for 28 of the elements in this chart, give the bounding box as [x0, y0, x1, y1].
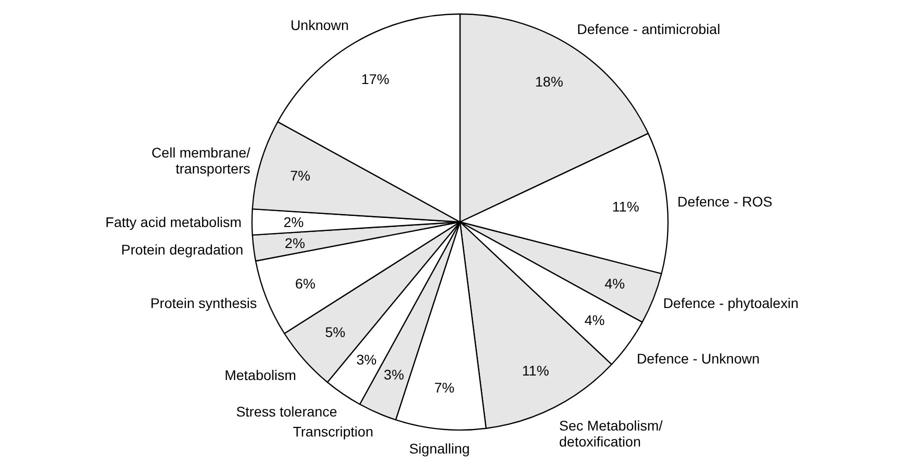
slice-label: Transcription [292, 423, 374, 440]
slice-label: Protein degradation [121, 242, 244, 258]
data-label: 4% [604, 275, 625, 292]
data-label: 5% [325, 324, 346, 340]
slice-label: Defence - phytoalexin [663, 295, 798, 312]
data-label: 17% [361, 70, 390, 87]
slice-label: Metabolism [224, 366, 296, 383]
slice-label: Defence - antimicrobial [577, 20, 720, 37]
data-label: 2% [283, 214, 304, 230]
slice-label: Stress tolerance [236, 403, 338, 420]
slice-label: Cell membrane/transporters [151, 144, 250, 176]
data-label: 4% [584, 312, 605, 328]
slice-label: Sec Metabolism/detoxification [559, 417, 663, 450]
slice-label: Signalling [409, 440, 470, 456]
data-label: 7% [290, 168, 310, 184]
slice-label: Protein synthesis [150, 295, 257, 312]
slice-label: Defence - Unknown [636, 350, 760, 367]
slice-label: Fatty acid metabolism [105, 214, 242, 230]
data-label: 3% [356, 352, 377, 368]
data-label: 3% [384, 366, 404, 383]
data-label: 7% [434, 380, 454, 396]
data-label: 6% [295, 275, 316, 292]
data-label: 2% [284, 234, 306, 251]
data-label: 11% [612, 198, 640, 214]
slice-label: Defence - ROS [677, 193, 772, 210]
slice-label: Unknown [290, 17, 349, 34]
data-label: 18% [535, 74, 564, 90]
data-label: 11% [522, 362, 550, 378]
